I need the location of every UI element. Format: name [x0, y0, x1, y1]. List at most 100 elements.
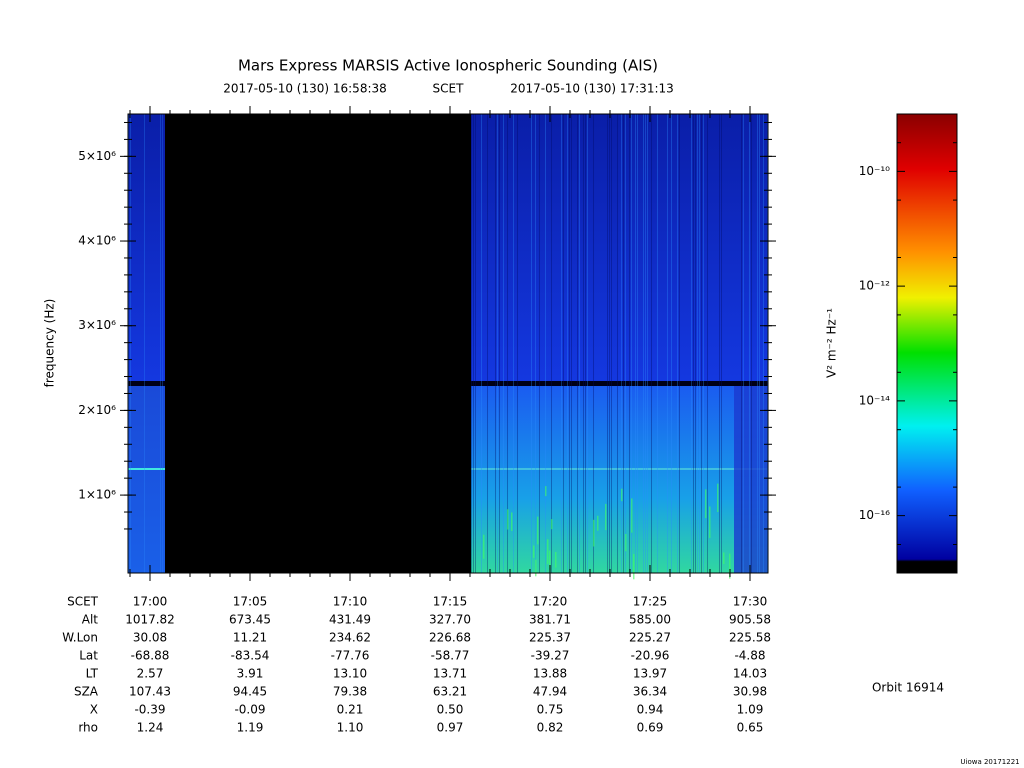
- table-cell: 17:20: [533, 595, 568, 609]
- streak: [621, 114, 622, 573]
- table-cell: 673.45: [229, 613, 271, 627]
- streak: [475, 114, 476, 573]
- table-cell: 14.03: [733, 667, 767, 681]
- table-cell: -0.39: [134, 703, 165, 717]
- streak: [709, 506, 711, 538]
- y-tick-label: 3×10⁶: [78, 318, 116, 332]
- orbit-label: Orbit 16914: [872, 681, 944, 695]
- table-cell: 0.82: [537, 721, 564, 735]
- table-cell: -0.09: [234, 703, 265, 717]
- streak: [633, 554, 635, 580]
- table-cell: 226.68: [429, 631, 471, 645]
- streak: [497, 114, 498, 573]
- streak: [741, 114, 742, 573]
- streak: [585, 114, 586, 573]
- streak: [487, 114, 488, 573]
- end-time: 2017-05-10 (130) 17:31:13: [510, 82, 674, 96]
- row-label: Lat: [79, 649, 98, 663]
- plot-frame: [127, 113, 769, 574]
- table-cell: 13.71: [433, 667, 467, 681]
- streak: [719, 114, 720, 573]
- streak: [697, 114, 698, 573]
- table-cell: 17:00: [133, 595, 168, 609]
- streak: [611, 114, 612, 573]
- table-cell: 11.21: [233, 631, 267, 645]
- streak: [703, 114, 704, 573]
- streak: [593, 519, 595, 547]
- streak: [513, 114, 514, 573]
- streak: [617, 114, 618, 573]
- table-cell: 17:15: [433, 595, 468, 609]
- table-cell: 30.98: [733, 685, 767, 699]
- streak: [637, 114, 638, 573]
- table-cell: 431.49: [329, 613, 371, 627]
- table-cell: 234.62: [329, 631, 371, 645]
- streak: [635, 114, 636, 573]
- table-cell: -20.96: [631, 649, 670, 663]
- table-cell: -77.76: [331, 649, 370, 663]
- table-cell: 17:05: [233, 595, 268, 609]
- streak: [531, 114, 532, 573]
- streak: [517, 114, 518, 573]
- table-cell: 327.70: [429, 613, 471, 627]
- table-cell: -58.77: [431, 649, 470, 663]
- table-cell: 0.65: [737, 721, 764, 735]
- streak: [721, 114, 722, 573]
- streak: [533, 545, 535, 558]
- table-cell: 13.10: [333, 667, 367, 681]
- streak: [162, 114, 163, 573]
- streak: [743, 114, 744, 573]
- streak: [160, 114, 161, 573]
- streak: [729, 553, 731, 579]
- streak: [507, 114, 508, 573]
- streak: [571, 114, 572, 573]
- table-cell: 1.19: [237, 721, 264, 735]
- table-cell: 0.94: [637, 703, 664, 717]
- y-tick-label: 5×10⁶: [78, 149, 116, 163]
- streak: [483, 534, 485, 559]
- row-label: X: [90, 703, 98, 717]
- colorbar-tick-label: 10⁻¹⁶: [859, 508, 890, 522]
- streak: [495, 114, 496, 573]
- y-tick-label: 1×10⁶: [78, 488, 116, 502]
- streak: [499, 114, 500, 573]
- streak: [625, 533, 627, 552]
- table-cell: 30.08: [133, 631, 167, 645]
- streak: [555, 552, 557, 568]
- streak: [677, 114, 678, 573]
- table-cell: 905.58: [729, 613, 771, 627]
- table-cell: 13.88: [533, 667, 567, 681]
- streak: [657, 114, 658, 573]
- table-cell: 0.75: [537, 703, 564, 717]
- streak: [645, 114, 646, 573]
- table-cell: 0.50: [437, 703, 464, 717]
- streak: [569, 114, 570, 573]
- credit: Uiowa 20171221: [960, 758, 1019, 766]
- streak: [623, 114, 624, 573]
- streak: [621, 488, 623, 502]
- colorbar-tick-label: 10⁻¹²: [859, 279, 890, 293]
- streak: [691, 114, 692, 573]
- colorbar-tick-label: 10⁻¹⁴: [859, 393, 890, 407]
- row-label: SCET: [67, 595, 99, 609]
- colorbar-tick-label: 10⁻¹⁰: [859, 164, 890, 178]
- table-cell: 94.45: [233, 685, 267, 699]
- streak: [535, 559, 537, 577]
- streak: [671, 114, 672, 573]
- streak: [763, 114, 764, 573]
- streak: [701, 114, 702, 573]
- streak: [757, 114, 758, 573]
- table-cell: 225.58: [729, 631, 771, 645]
- streak: [647, 114, 648, 573]
- spectrogram-image: [128, 114, 768, 580]
- streak: [717, 483, 719, 513]
- colorbar: [896, 113, 958, 574]
- streak: [144, 114, 145, 573]
- streak: [503, 114, 504, 573]
- streak: [593, 114, 594, 573]
- streak: [551, 114, 552, 573]
- table-cell: 225.37: [529, 631, 571, 645]
- streak: [539, 114, 540, 573]
- streak: [545, 114, 546, 573]
- streak: [625, 114, 626, 573]
